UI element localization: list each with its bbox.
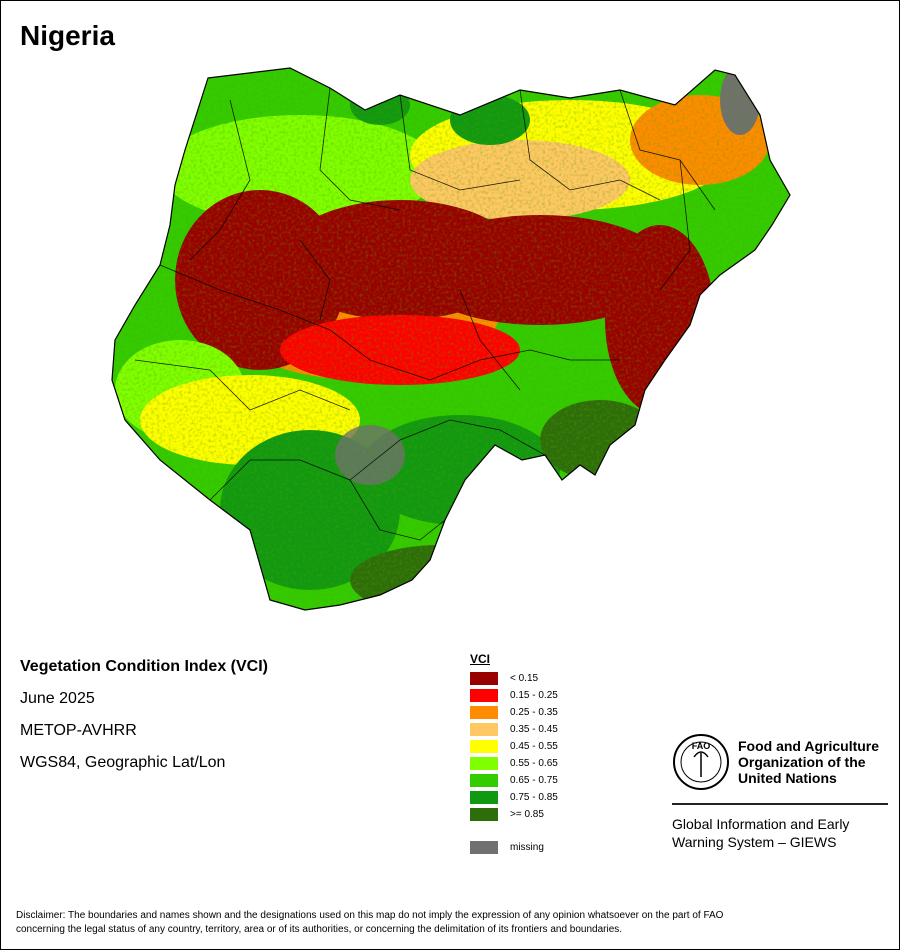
org-name-line: Organization of the — [738, 754, 866, 770]
legend-item: 0.75 - 0.85 — [470, 789, 558, 806]
disclaimer: Disclaimer: The boundaries and names sho… — [16, 909, 886, 937]
legend-label: >= 0.85 — [510, 809, 544, 820]
legend-swatch — [470, 774, 498, 787]
divider — [672, 803, 888, 805]
legend-label: 0.25 - 0.35 — [510, 707, 558, 718]
legend-swatch — [470, 841, 498, 854]
legend-swatch — [470, 808, 498, 821]
giews-name: Global Information and Early Warning Sys… — [672, 815, 888, 851]
legend-label: < 0.15 — [510, 673, 539, 684]
legend-label: 0.75 - 0.85 — [510, 792, 558, 803]
org-name-line: Food and Agriculture — [738, 738, 880, 754]
map-info: Vegetation Condition Index (VCI) June 20… — [20, 658, 268, 786]
legend-item: < 0.15 — [470, 670, 558, 687]
legend-swatch — [470, 791, 498, 804]
map-date: June 2025 — [20, 690, 95, 707]
nigeria-vci-map — [111, 67, 791, 611]
legend-swatch — [470, 757, 498, 770]
legend-swatch — [470, 723, 498, 736]
legend-item: 0.25 - 0.35 — [470, 704, 558, 721]
organization-name: Food and Agriculture Organization of the… — [738, 738, 879, 786]
legend-item: >= 0.85 — [470, 806, 558, 823]
index-name: Vegetation Condition Index (VCI) — [20, 658, 268, 675]
org-name-line: United Nations — [738, 770, 837, 786]
fao-logo-icon: FAO — [673, 734, 729, 790]
legend-heading: VCI — [470, 652, 491, 666]
legend-item: 0.15 - 0.25 — [470, 687, 558, 704]
disclaimer-line: concerning the legal status of any count… — [16, 924, 623, 935]
legend-label: 0.35 - 0.45 — [510, 724, 558, 735]
legend-swatch — [470, 740, 498, 753]
legend-swatch — [470, 706, 498, 719]
legend-item: 0.35 - 0.45 — [470, 721, 558, 738]
legend-label: 0.45 - 0.55 — [510, 741, 558, 752]
sensor-name: METOP-AVHRR — [20, 722, 137, 739]
legend-label: 0.15 - 0.25 — [510, 690, 558, 701]
fao-logo-text: FAO — [692, 741, 711, 751]
legend-label: missing — [510, 842, 544, 853]
legend-swatch — [470, 689, 498, 702]
legend-swatch — [470, 672, 498, 685]
fao-branding: FAO Food and Agriculture Organization of… — [672, 733, 888, 851]
projection-info: WGS84, Geographic Lat/Lon — [20, 754, 226, 771]
disclaimer-line: Disclaimer: The boundaries and names sho… — [16, 910, 724, 921]
legend-item: 0.65 - 0.75 — [470, 772, 558, 789]
legend-label: 0.65 - 0.75 — [510, 775, 558, 786]
legend-item: 0.55 - 0.65 — [470, 755, 558, 772]
vci-legend: VCI < 0.15 0.15 - 0.25 0.25 - 0.35 0.35 … — [470, 652, 558, 856]
giews-line: Warning System – GIEWS — [672, 834, 837, 850]
giews-line: Global Information and Early — [672, 816, 850, 832]
legend-label: 0.55 - 0.65 — [510, 758, 558, 769]
map-title: Nigeria — [20, 20, 115, 51]
legend-item-missing: missing — [470, 839, 558, 856]
legend-item: 0.45 - 0.55 — [470, 738, 558, 755]
